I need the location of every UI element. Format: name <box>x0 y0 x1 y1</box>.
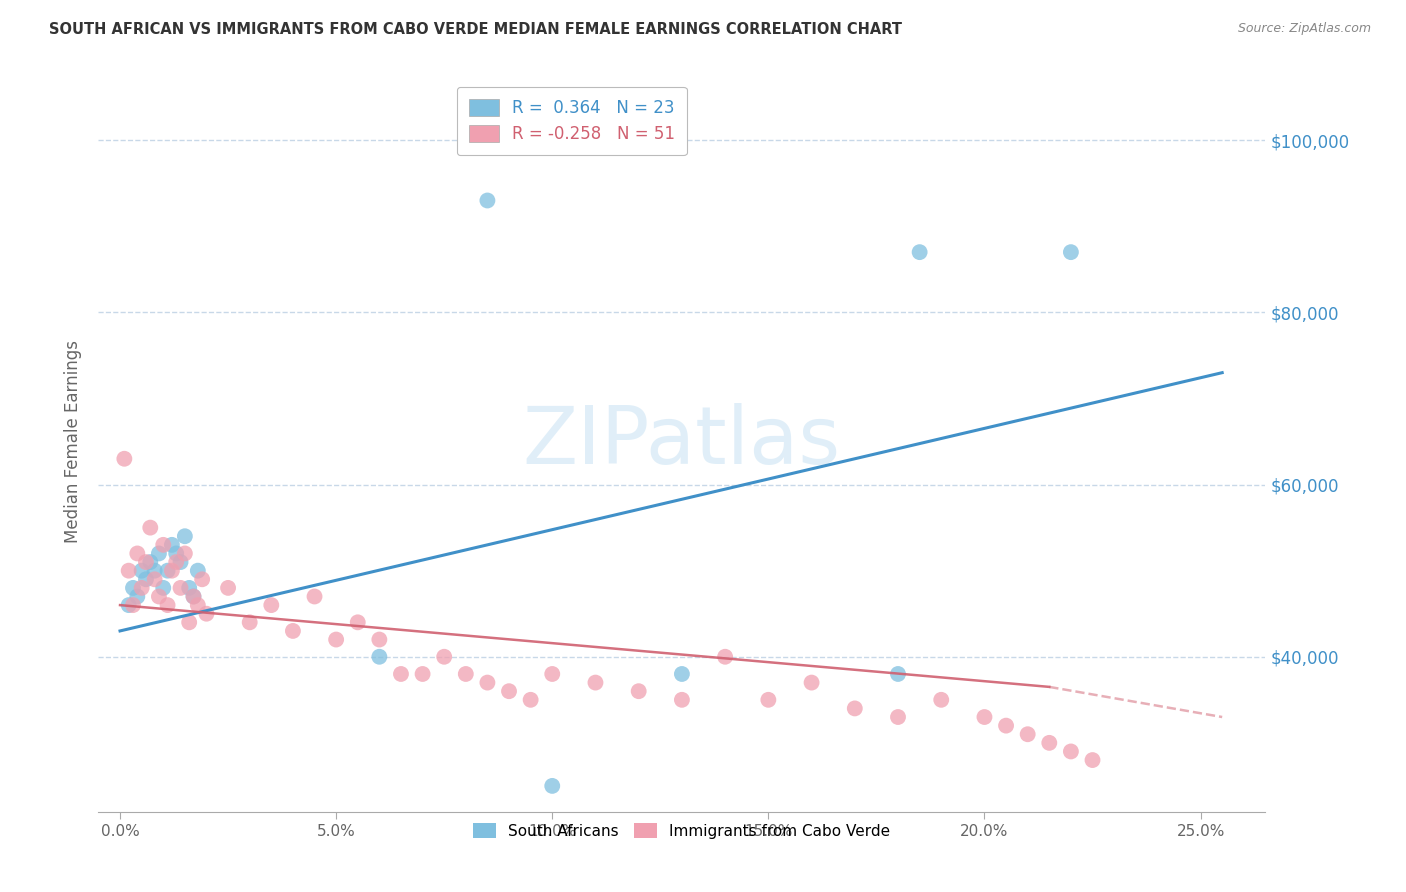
Point <box>135 572 157 586</box>
Point <box>127 546 149 560</box>
Point <box>131 564 153 578</box>
Point <box>541 779 564 793</box>
Point <box>887 710 910 724</box>
Point <box>160 564 183 578</box>
Point <box>131 581 153 595</box>
Point <box>995 718 1018 732</box>
Point <box>756 693 779 707</box>
Point <box>191 572 214 586</box>
Point <box>887 667 910 681</box>
Point <box>195 607 218 621</box>
Point <box>325 632 347 647</box>
Point <box>908 245 931 260</box>
Point <box>368 632 391 647</box>
Point <box>165 546 187 560</box>
Point <box>585 675 607 690</box>
Point <box>304 590 326 604</box>
Point <box>1081 753 1104 767</box>
Point <box>412 667 434 681</box>
Point <box>179 581 201 595</box>
Point <box>1017 727 1039 741</box>
Point <box>389 667 412 681</box>
Point <box>368 649 391 664</box>
Point <box>118 598 141 612</box>
Point <box>281 624 304 638</box>
Point <box>477 675 499 690</box>
Point <box>239 615 262 630</box>
Point <box>346 615 368 630</box>
Point <box>1038 736 1060 750</box>
Text: SOUTH AFRICAN VS IMMIGRANTS FROM CABO VERDE MEDIAN FEMALE EARNINGS CORRELATION C: SOUTH AFRICAN VS IMMIGRANTS FROM CABO VE… <box>49 22 903 37</box>
Point <box>541 667 564 681</box>
Point <box>183 590 205 604</box>
Point <box>169 581 191 595</box>
Point <box>1060 245 1083 260</box>
Point <box>122 598 145 612</box>
Point <box>127 590 149 604</box>
Point <box>454 667 477 681</box>
Y-axis label: Median Female Earnings: Median Female Earnings <box>65 340 83 543</box>
Point <box>143 572 166 586</box>
Point <box>183 590 205 604</box>
Point <box>152 581 174 595</box>
Point <box>714 649 737 664</box>
Point <box>671 667 693 681</box>
Point <box>148 546 170 560</box>
Point <box>627 684 650 698</box>
Point <box>112 451 135 466</box>
Point <box>1060 744 1083 758</box>
Text: ZIPatlas: ZIPatlas <box>523 402 841 481</box>
Point <box>118 564 141 578</box>
Point <box>122 581 145 595</box>
Point <box>844 701 866 715</box>
Point <box>135 555 157 569</box>
Point <box>433 649 456 664</box>
Point <box>179 615 201 630</box>
Point <box>139 521 162 535</box>
Legend: South Africans, Immigrants from Cabo Verde: South Africans, Immigrants from Cabo Ver… <box>467 816 897 845</box>
Point <box>187 564 209 578</box>
Point <box>217 581 239 595</box>
Point <box>139 555 162 569</box>
Point <box>160 538 183 552</box>
Point <box>187 598 209 612</box>
Point <box>173 546 195 560</box>
Point <box>498 684 520 698</box>
Point <box>929 693 952 707</box>
Point <box>173 529 195 543</box>
Point <box>165 555 187 569</box>
Point <box>152 538 174 552</box>
Point <box>156 598 179 612</box>
Point <box>156 564 179 578</box>
Point <box>800 675 823 690</box>
Text: Source: ZipAtlas.com: Source: ZipAtlas.com <box>1237 22 1371 36</box>
Point <box>260 598 283 612</box>
Point <box>143 564 166 578</box>
Point <box>973 710 995 724</box>
Point <box>671 693 693 707</box>
Point <box>169 555 191 569</box>
Point <box>519 693 541 707</box>
Point <box>148 590 170 604</box>
Point <box>477 194 499 208</box>
